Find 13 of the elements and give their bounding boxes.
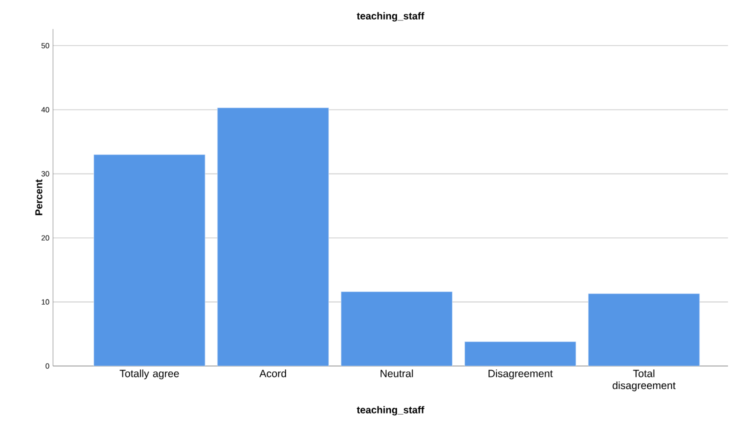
x-tick-label: Totally agree: [120, 370, 179, 380]
y-axis-title: Percent: [35, 179, 42, 216]
bar: [94, 154, 206, 366]
bar: [217, 108, 329, 366]
bar: [340, 291, 453, 366]
chart-title: teaching_staff: [356, 12, 424, 22]
x-axis-title: teaching_staff: [356, 406, 424, 416]
x-tick-label: Disagreement: [488, 370, 553, 380]
bar: [464, 341, 576, 366]
x-tick-label: Acord: [259, 370, 286, 378]
bar: [588, 293, 700, 366]
x-tick-label: Total disagreement: [612, 370, 676, 392]
x-tick-label: Neutral: [380, 370, 413, 378]
